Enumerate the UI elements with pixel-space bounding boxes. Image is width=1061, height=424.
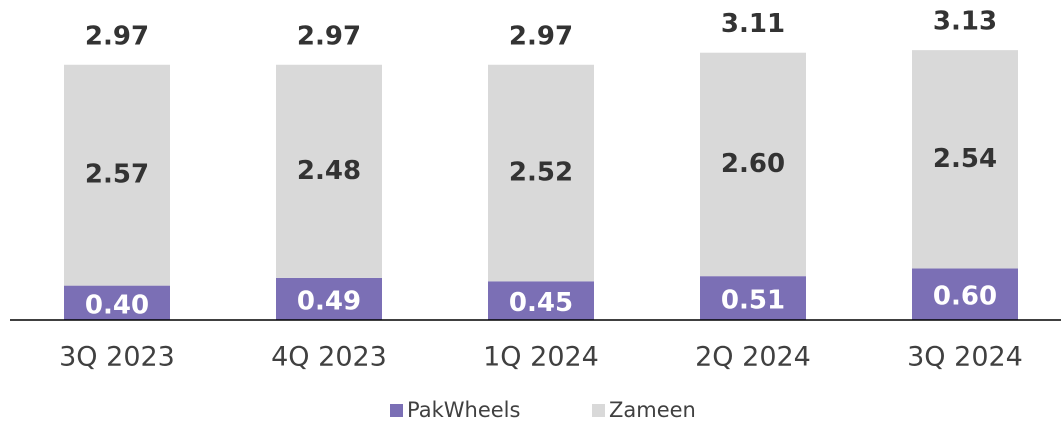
- bar-segment: [912, 268, 1018, 320]
- bar-segment: [912, 50, 1018, 269]
- x-tick-label: 3Q 2023: [59, 342, 175, 373]
- bar-segment: [276, 64, 382, 278]
- value-label: 0.40: [85, 290, 149, 320]
- x-tick-label: 2Q 2024: [695, 342, 811, 373]
- bar-segment: [488, 64, 594, 282]
- x-tick-label: 4Q 2023: [271, 342, 387, 373]
- value-label: 0.51: [721, 286, 785, 316]
- total-label: 2.97: [297, 21, 361, 51]
- bar-segment: [488, 281, 594, 320]
- legend-swatch: [390, 404, 403, 417]
- bar-segment: [700, 52, 806, 277]
- legend-swatch: [592, 404, 605, 417]
- legend-label: PakWheels: [407, 398, 520, 422]
- total-label: 2.97: [509, 21, 573, 51]
- value-label: 0.49: [297, 286, 361, 316]
- x-tick-label: 3Q 2024: [907, 342, 1023, 373]
- value-label: 2.54: [933, 144, 997, 174]
- x-tick-label: 1Q 2024: [483, 342, 599, 373]
- value-label: 0.45: [509, 288, 573, 318]
- bar-segment: [700, 276, 806, 320]
- total-label: 3.11: [721, 9, 785, 39]
- bar-segment: [276, 277, 382, 320]
- value-label: 2.48: [297, 156, 361, 186]
- bar-segment: [64, 285, 170, 320]
- legend-label: Zameen: [609, 398, 696, 422]
- bar-segment: [64, 64, 170, 286]
- value-label: 0.60: [933, 282, 997, 312]
- value-label: 2.60: [721, 149, 785, 179]
- total-label: 3.13: [933, 7, 997, 37]
- value-label: 2.52: [509, 158, 573, 188]
- value-label: 2.57: [85, 160, 149, 190]
- total-label: 2.97: [85, 21, 149, 51]
